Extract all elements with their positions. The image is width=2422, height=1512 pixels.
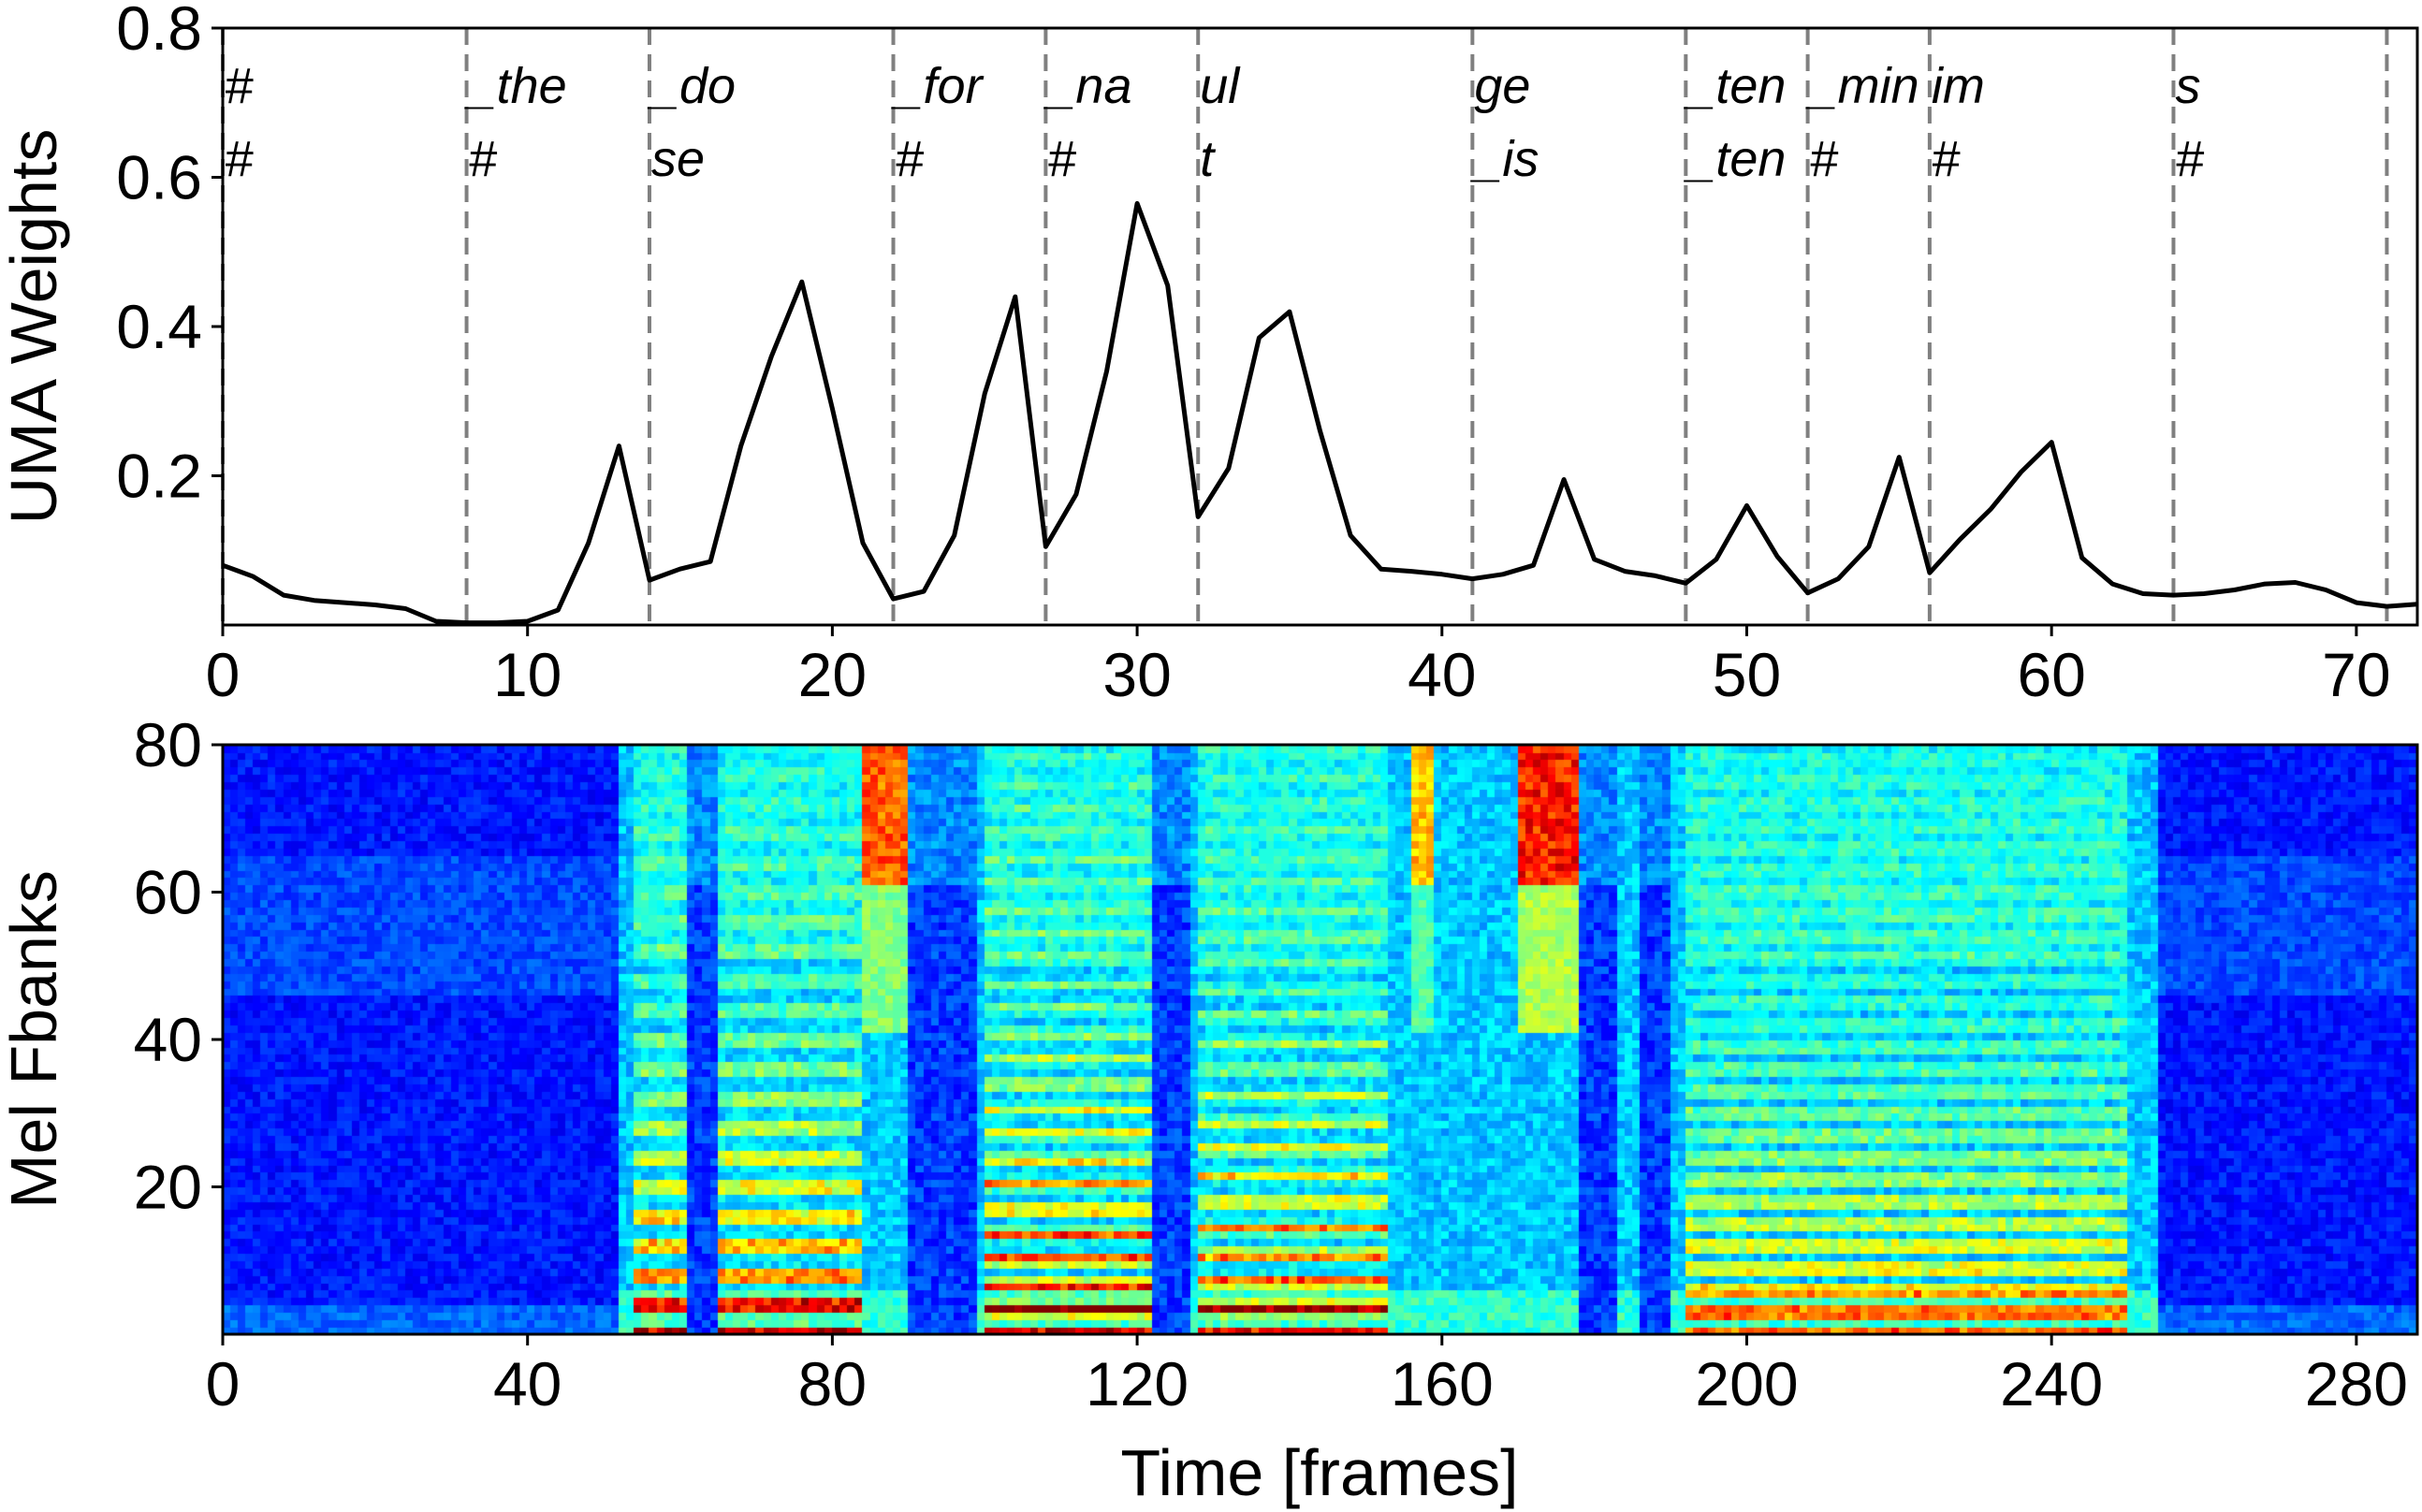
token-label-bottom: # [1810, 131, 1839, 187]
x-tick-label: 80 [798, 1349, 867, 1418]
token-label-top: ul [1200, 58, 1241, 114]
token-label-bottom: # [896, 131, 925, 187]
top-plot-area [223, 28, 2417, 625]
token-label-bottom: se [651, 131, 705, 187]
y-tick-label: 80 [134, 710, 202, 779]
token-label-bottom: # [469, 131, 498, 187]
token-label-top: # [225, 58, 254, 114]
y-tick-label: 40 [134, 1005, 202, 1074]
token-label-top: _do [647, 58, 736, 114]
token-label-bottom: _is [1469, 131, 1539, 187]
x-tick-label: 50 [1713, 640, 1781, 709]
x-tick-label: 120 [1086, 1349, 1189, 1418]
bottom-y-ticks: 20 40 60 80 [134, 710, 223, 1222]
x-tick-label: 30 [1102, 640, 1171, 709]
x-tick-label: 40 [1408, 640, 1476, 709]
y-tick-label: 0.2 [116, 442, 202, 511]
bottom-x-axis-title: Time [frames] [1120, 1436, 1518, 1509]
spectrogram-image [223, 745, 2417, 1334]
x-tick-label: 60 [2017, 640, 2085, 709]
x-tick-label: 280 [2305, 1349, 2408, 1418]
token-label-bottom: t [1200, 131, 1216, 187]
token-label-bottom: # [2175, 131, 2204, 187]
token-label-top: im [1932, 58, 1985, 114]
y-tick-label: 20 [134, 1153, 202, 1222]
x-tick-label: 240 [2000, 1349, 2103, 1418]
bottom-x-ticks: 0 40 80 120 160 200 240 280 [206, 1334, 2408, 1418]
token-label-top: _for [891, 58, 985, 114]
token-label-top: _na [1043, 58, 1131, 114]
y-tick-label: 0.8 [116, 0, 202, 63]
x-tick-label: 70 [2322, 640, 2390, 709]
x-tick-label: 20 [798, 640, 867, 709]
token-label-bottom: _ten [1683, 131, 1786, 187]
x-tick-label: 0 [206, 640, 241, 709]
y-tick-label: 60 [134, 858, 202, 927]
token-label-bottom: # [1932, 131, 1961, 187]
mel-spectrogram-heatmap: 20 40 60 80 0 40 80 120 160 200 240 280 Mel Fbanks… [0, 710, 2419, 1509]
x-tick-label: 200 [1695, 1349, 1798, 1418]
x-tick-label: 10 [493, 640, 562, 709]
x-tick-label: 0 [206, 1349, 241, 1418]
token-label-bottom: # [225, 131, 254, 187]
token-label-top: _ten [1683, 58, 1786, 114]
x-tick-label: 40 [493, 1349, 562, 1418]
uma-weight-line [222, 200, 2418, 626]
token-label-top: _min [1805, 58, 1919, 114]
y-tick-label: 0.6 [116, 143, 202, 212]
top-y-ticks: 0.2 0.4 0.6 0.8 [116, 0, 223, 511]
token-label-top: _the [464, 58, 567, 114]
top-x-ticks: 0 10 20 30 40 50 60 70 [206, 625, 2391, 709]
x-tick-label: 160 [1391, 1349, 1494, 1418]
token-boundary-lines [221, 28, 2389, 625]
bottom-y-axis-title: Mel Fbanks [0, 870, 70, 1209]
token-label-top: ge [1474, 58, 1530, 114]
y-tick-label: 0.4 [116, 292, 202, 361]
token-label-top: s [2175, 58, 2200, 114]
top-y-axis-title: UMA Weights [0, 129, 70, 525]
token-label-bottom: # [1047, 131, 1076, 187]
